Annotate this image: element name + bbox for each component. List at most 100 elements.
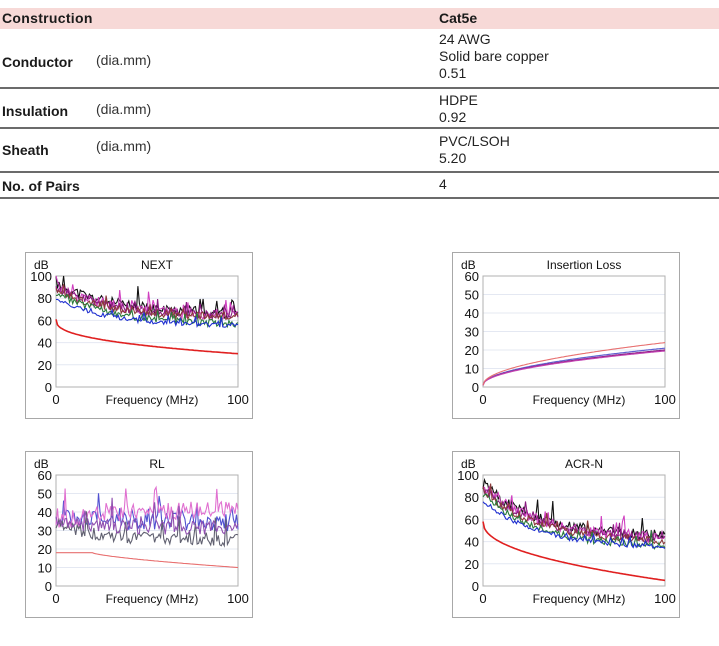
y-tick-label: 60 — [38, 313, 52, 328]
chart-title: NEXT — [141, 258, 174, 272]
y-tick-label: 40 — [465, 535, 479, 550]
y-axis-label: dB — [34, 258, 49, 272]
x-tick-label: 0 — [52, 591, 59, 606]
x-axis-label: Frequency (MHz) — [533, 393, 626, 407]
row-label: Insulation — [2, 103, 69, 119]
y-tick-label: 20 — [38, 542, 52, 557]
value-line: HDPE — [439, 92, 478, 108]
series-line-pair-green — [482, 493, 666, 550]
y-tick-label: 40 — [465, 306, 479, 321]
value-line: 0.51 — [439, 65, 467, 81]
x-tick-label: 100 — [227, 392, 249, 407]
y-axis-label: dB — [34, 457, 49, 471]
limit-line — [55, 319, 239, 355]
row-value: HDPE 0.92 — [439, 92, 478, 126]
plot-frame — [482, 275, 666, 388]
y-tick-label: 80 — [465, 490, 479, 505]
table-row-pairs: No. of Pairs 4 — [0, 173, 719, 199]
chart-insertion-loss: dB Insertion Loss 0 10 20 30 40 50 60 0 100 Frequen… — [452, 252, 680, 419]
y-tick-label: 10 — [38, 561, 52, 576]
y-tick-label: 40 — [38, 336, 52, 351]
series-line-pair-brown — [482, 483, 666, 545]
row-unit: (dia.mm) — [96, 138, 152, 154]
series-line-pair-pink — [55, 485, 239, 529]
y-tick-label: 100 — [457, 468, 479, 483]
value-line: Solid bare copper — [439, 48, 549, 64]
value-line: 0.92 — [439, 109, 467, 125]
chart-rl: dB RL 0 10 20 30 40 50 60 0 100 Frequency (MHz) — [25, 451, 253, 618]
row-label: Conductor — [2, 54, 73, 70]
series-line-pair-gray — [55, 511, 239, 548]
value-line: 24 AWG — [439, 31, 491, 47]
chart-svg: dB ACR-N 0 20 40 60 80 100 0 100 Frequency (MHz) — [457, 457, 676, 606]
series-line-pair-blue — [55, 298, 239, 328]
table-row-conductor: Conductor (dia.mm) 24 AWG Solid bare cop… — [0, 29, 719, 89]
y-tick-label: 50 — [38, 487, 52, 502]
chart-title: ACR-N — [565, 457, 603, 471]
table-header: Construction Cat5e — [0, 8, 719, 29]
y-tick-label: 10 — [465, 362, 479, 377]
x-tick-label: 0 — [52, 392, 59, 407]
y-tick-label: 20 — [38, 358, 52, 373]
x-tick-label: 0 — [479, 591, 486, 606]
row-unit: (dia.mm) — [96, 101, 152, 117]
chart-title: Insertion Loss — [547, 258, 622, 272]
x-tick-label: 100 — [654, 591, 676, 606]
row-label: Sheath — [2, 142, 49, 158]
plot-frame — [482, 474, 666, 587]
x-axis-label: Frequency (MHz) — [106, 592, 199, 606]
row-value: PVC/LSOH 5.20 — [439, 133, 510, 167]
series-line-pair-green — [55, 293, 239, 329]
x-axis-label: Frequency (MHz) — [106, 393, 199, 407]
x-tick-label: 100 — [227, 591, 249, 606]
header-label: Construction — [2, 10, 93, 26]
series-line-pair-purple — [55, 285, 239, 321]
chart-svg: dB NEXT 0 20 40 60 80 100 0 100 Frequency (MHz) — [30, 258, 249, 407]
y-tick-label: 20 — [465, 343, 479, 358]
y-tick-label: 50 — [465, 288, 479, 303]
chart-next: dB NEXT 0 20 40 60 80 100 0 100 Frequency (MHz) — [25, 252, 253, 419]
series-line-pair-violet — [55, 497, 239, 535]
series-line-pair-blue — [482, 501, 666, 549]
y-tick-label: 0 — [472, 579, 479, 594]
series-line-pair-blue — [482, 347, 666, 386]
header-value: Cat5e — [439, 10, 478, 26]
y-tick-label: 30 — [38, 524, 52, 539]
series-line-pair-blue — [55, 493, 239, 532]
limit-line — [482, 342, 666, 386]
limit-line — [482, 521, 666, 582]
construction-table: Construction Cat5e Conductor (dia.mm) 24… — [0, 8, 719, 199]
series-line-pair-magenta — [55, 275, 239, 321]
value-line: 4 — [439, 176, 447, 192]
y-tick-label: 60 — [38, 468, 52, 483]
x-tick-label: 0 — [479, 392, 486, 407]
y-tick-label: 0 — [472, 380, 479, 395]
value-line: PVC/LSOH — [439, 133, 510, 149]
y-tick-label: 40 — [38, 505, 52, 520]
y-tick-label: 100 — [30, 269, 52, 284]
series-line-pair-magenta — [482, 350, 666, 386]
row-unit: (dia.mm) — [96, 52, 152, 68]
y-tick-label: 20 — [465, 557, 479, 572]
y-axis-label: dB — [461, 457, 476, 471]
plot-frame — [55, 275, 239, 388]
y-tick-label: 60 — [465, 269, 479, 284]
x-axis-label: Frequency (MHz) — [533, 592, 626, 606]
x-tick-label: 100 — [654, 392, 676, 407]
row-value: 4 — [439, 176, 447, 193]
table-row-sheath: Sheath (dia.mm) PVC/LSOH 5.20 — [0, 129, 719, 173]
y-tick-label: 30 — [465, 325, 479, 340]
y-tick-label: 80 — [38, 291, 52, 306]
y-tick-label: 0 — [45, 380, 52, 395]
value-line: 5.20 — [439, 150, 467, 166]
row-label: No. of Pairs — [2, 178, 80, 194]
y-axis-label: dB — [461, 258, 476, 272]
chart-acr-n: dB ACR-N 0 20 40 60 80 100 0 100 Frequency (MHz) — [452, 451, 680, 618]
limit-line — [56, 552, 239, 569]
row-value: 24 AWG Solid bare copper 0.51 — [439, 31, 549, 82]
plot-frame — [55, 474, 239, 587]
table-row-insulation: Insulation (dia.mm) HDPE 0.92 — [0, 89, 719, 129]
y-tick-label: 60 — [465, 512, 479, 527]
